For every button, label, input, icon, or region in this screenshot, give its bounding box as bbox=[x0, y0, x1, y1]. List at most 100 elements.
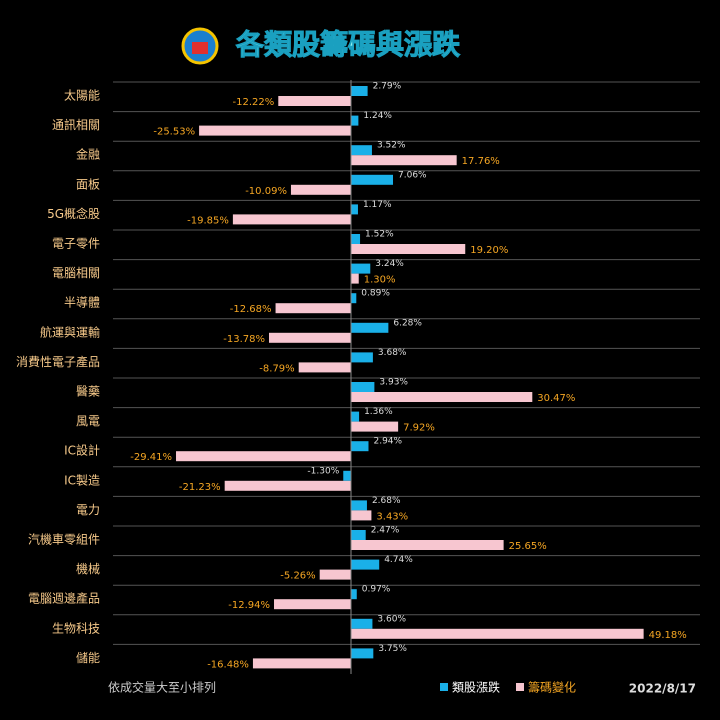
value-label: -25.53% bbox=[153, 127, 195, 138]
category-label: 航運與運輸 bbox=[40, 324, 100, 339]
category-label: 生物科技 bbox=[52, 621, 100, 635]
category-label: 通訊相關 bbox=[52, 117, 100, 132]
bar bbox=[176, 451, 351, 462]
value-label: 2.79% bbox=[373, 82, 402, 92]
bar bbox=[351, 273, 359, 284]
bar bbox=[298, 362, 351, 373]
bar bbox=[351, 244, 466, 254]
value-label: 3.68% bbox=[378, 348, 407, 358]
bar bbox=[351, 155, 457, 166]
bar bbox=[351, 234, 361, 244]
bar bbox=[275, 303, 351, 314]
value-label: 0.89% bbox=[361, 289, 390, 299]
bar bbox=[278, 96, 351, 106]
legend-swatch bbox=[440, 683, 448, 691]
category-label: 風電 bbox=[76, 414, 100, 428]
category-label: 汽機車零組件 bbox=[28, 532, 100, 547]
bar bbox=[351, 510, 372, 521]
bar bbox=[351, 559, 380, 570]
bar bbox=[351, 618, 373, 629]
category-label: 5G概念股 bbox=[47, 206, 100, 221]
value-label: 2.47% bbox=[371, 526, 400, 536]
bar bbox=[351, 263, 371, 274]
category-label: 電力 bbox=[76, 503, 100, 517]
value-label: 4.74% bbox=[384, 555, 413, 565]
value-label: 19.20% bbox=[470, 245, 508, 256]
bar bbox=[224, 480, 351, 491]
note: 依成交量大至小排列 bbox=[108, 680, 216, 695]
value-label: 3.60% bbox=[377, 614, 406, 624]
bar bbox=[351, 589, 357, 600]
bar bbox=[290, 184, 351, 195]
legend-label: 籌碼變化 bbox=[528, 680, 576, 695]
bar bbox=[343, 470, 351, 481]
bar bbox=[232, 214, 351, 225]
category-label: 消費性電子產品 bbox=[16, 354, 100, 369]
bar bbox=[274, 599, 351, 610]
value-label: -21.23% bbox=[179, 482, 221, 493]
value-label: 7.92% bbox=[403, 423, 435, 434]
value-label: -10.09% bbox=[245, 186, 287, 197]
category-label: 機械 bbox=[76, 561, 100, 576]
value-label: -12.22% bbox=[233, 97, 275, 108]
value-label: 3.43% bbox=[376, 511, 408, 522]
value-label: 7.06% bbox=[398, 170, 427, 180]
bar bbox=[351, 115, 359, 126]
bar bbox=[351, 322, 389, 333]
value-label: 2.94% bbox=[373, 437, 402, 447]
value-label: -12.94% bbox=[228, 600, 270, 611]
value-label: 1.36% bbox=[364, 407, 393, 417]
category-label: 醫藥 bbox=[76, 385, 100, 399]
bar bbox=[199, 125, 351, 136]
bar bbox=[351, 174, 394, 185]
bar bbox=[351, 441, 369, 452]
bar bbox=[351, 86, 368, 96]
bar bbox=[351, 293, 357, 304]
value-label: 1.30% bbox=[364, 275, 396, 286]
value-label: 6.28% bbox=[393, 318, 422, 328]
logo-mark bbox=[192, 42, 208, 54]
category-label: 電腦相關 bbox=[52, 265, 100, 280]
value-label: 3.24% bbox=[375, 259, 404, 269]
category-label: IC設計 bbox=[64, 443, 100, 458]
bar bbox=[351, 628, 644, 639]
bar bbox=[319, 569, 351, 580]
legend-label: 類股漲跌 bbox=[452, 680, 500, 695]
value-label: 25.65% bbox=[509, 541, 547, 552]
value-label: 3.75% bbox=[378, 644, 407, 654]
legend-swatch bbox=[516, 683, 524, 691]
bar bbox=[351, 648, 374, 659]
value-label: -5.26% bbox=[280, 571, 315, 582]
bar bbox=[351, 204, 358, 215]
bar bbox=[351, 392, 533, 402]
category-label: 金融 bbox=[76, 147, 100, 162]
category-label: 半導體 bbox=[64, 296, 100, 310]
bar bbox=[351, 352, 373, 363]
value-label: -1.30% bbox=[307, 466, 339, 476]
value-label: 2.68% bbox=[372, 496, 401, 506]
value-label: 49.18% bbox=[649, 630, 687, 641]
category-label: 儲能 bbox=[76, 651, 100, 665]
category-label: 面板 bbox=[76, 177, 100, 191]
value-label: 30.47% bbox=[537, 393, 575, 404]
chart-title: 各類股籌碼與漲跌 bbox=[235, 28, 460, 61]
date: 2022/8/17 bbox=[629, 682, 696, 696]
value-label: -12.68% bbox=[230, 304, 272, 315]
value-label: 0.97% bbox=[362, 585, 391, 595]
bar bbox=[252, 658, 351, 669]
category-label: 太陽能 bbox=[64, 88, 100, 103]
bar bbox=[351, 421, 399, 432]
category-label: 電腦週邊產品 bbox=[28, 591, 100, 606]
value-label: 1.17% bbox=[363, 200, 392, 210]
category-label: 電子零件 bbox=[52, 237, 100, 251]
value-label: -13.78% bbox=[223, 334, 265, 345]
value-label: -29.41% bbox=[130, 452, 172, 463]
bar bbox=[351, 411, 360, 422]
bar bbox=[351, 540, 504, 550]
bar bbox=[351, 530, 366, 540]
value-label: 3.52% bbox=[377, 141, 406, 151]
bar bbox=[351, 145, 372, 156]
value-label: 17.76% bbox=[462, 156, 500, 167]
category-label: IC製造 bbox=[64, 473, 100, 487]
